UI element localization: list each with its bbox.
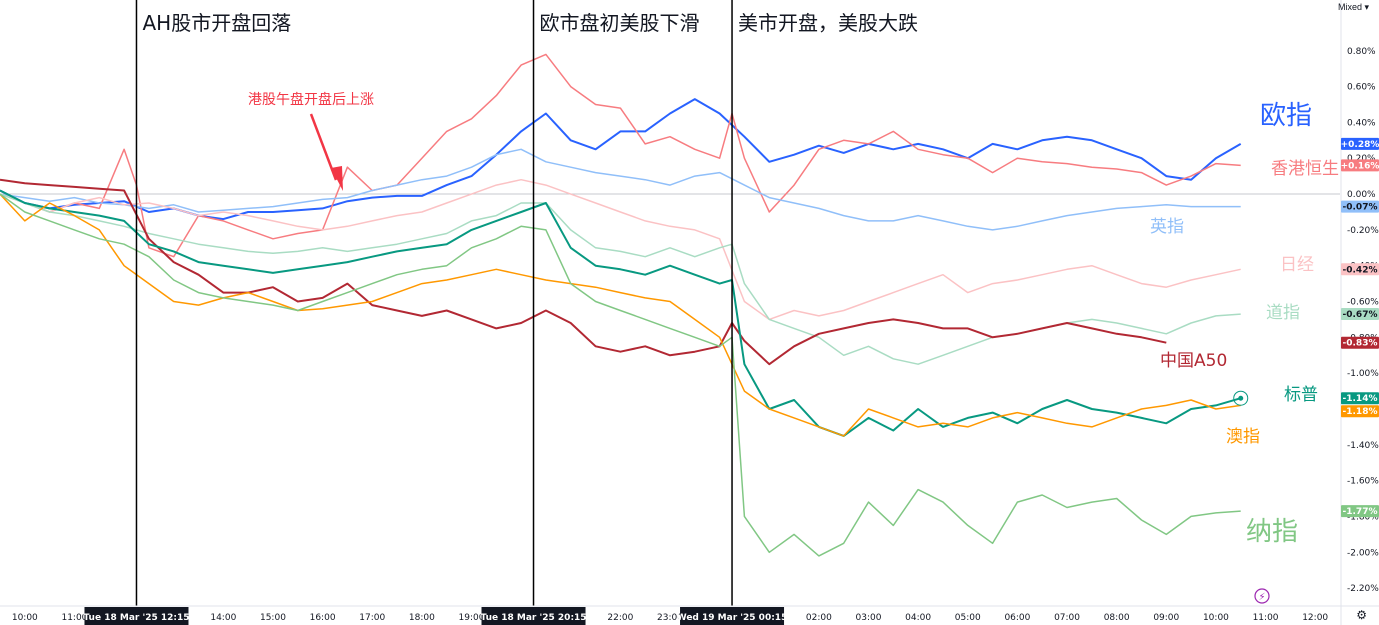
x-tick-label: 08:00 (1104, 613, 1130, 623)
x-tick-label: 06:00 (1004, 613, 1030, 623)
series-line-1 (0, 53, 1241, 258)
crosshair-dot-icon (1238, 395, 1244, 401)
series-line-2 (0, 148, 1241, 231)
last-value-badge (1341, 336, 1379, 349)
time-highlight-label-0: Tue 18 Mar '25 12:15 (83, 613, 189, 623)
last-value-badge (1341, 137, 1379, 150)
last-value-badge (1341, 308, 1379, 321)
y-tick-label: -2.00% (1347, 548, 1379, 558)
x-tick-label: 05:00 (955, 613, 981, 623)
y-tick-label: 0.40% (1347, 118, 1376, 128)
series-layer (0, 53, 1242, 557)
x-tick-label: 04:00 (905, 613, 931, 623)
time-highlight-label-2: Wed 19 Mar '25 00:15 (677, 613, 788, 623)
series-line-7 (0, 193, 1241, 437)
x-tick-label: 11:00 (61, 613, 87, 623)
series-line-6 (0, 189, 1241, 437)
annotation-text: 港股午盘开盘后上涨 (248, 91, 374, 108)
y-tick-label: 0.00% (1347, 190, 1376, 200)
last-value-badge-label-0: +0.28% (1341, 140, 1379, 150)
series-line-3 (0, 178, 1241, 321)
x-tick-label: 23:00 (657, 613, 683, 623)
x-tick-label: 11:00 (1253, 613, 1279, 623)
series-name-label-4: 道指 (1266, 303, 1300, 323)
last-value-badge (1341, 263, 1379, 276)
x-tick-label: 07:00 (1054, 613, 1080, 623)
y-tick-label: -1.80% (1347, 512, 1379, 522)
x-tick-label: 14:00 (210, 613, 236, 623)
series-name-label-2: 英指 (1150, 217, 1184, 237)
section-label-0: AH股市开盘回落 (142, 11, 291, 35)
lightning-glyph-icon: ⚡ (1258, 592, 1265, 603)
x-tick-label: 17:00 (359, 613, 385, 623)
last-value-badge-label-1: +0.16% (1341, 161, 1379, 171)
series-line-0 (0, 98, 1242, 221)
last-value-badge-label-6: -1.14% (1343, 394, 1378, 404)
y-tick-label: -2.20% (1347, 584, 1379, 594)
section-label-2: 美市开盘，美股大跌 (738, 11, 918, 35)
series-name-label-3: 日经 (1280, 255, 1314, 275)
series-name-label-5: 中国A50 (1160, 351, 1227, 371)
time-highlight-badge[interactable] (680, 607, 785, 625)
series-line-4 (0, 193, 1241, 365)
gear-icon[interactable]: ⚙ (1356, 608, 1367, 622)
x-tick-label: 09:00 (1153, 613, 1179, 623)
series-name-label-1: 香港恒生 (1271, 159, 1339, 179)
y-tick-label: 0.20% (1347, 154, 1376, 164)
x-tick-label: 22:00 (607, 613, 633, 623)
annotation-arrowhead-icon (331, 166, 343, 191)
time-highlight-badge[interactable] (84, 607, 189, 625)
y-tick-label: -0.20% (1347, 226, 1379, 236)
series-name-label-7: 澳指 (1226, 427, 1260, 447)
last-value-badge-label-3: -0.42% (1343, 265, 1378, 275)
x-tick-label: 10:00 (12, 613, 38, 623)
series-name-label-8: 纳指 (1246, 517, 1298, 547)
last-value-badge (1341, 405, 1379, 418)
last-value-badge-label-7: -1.18% (1343, 407, 1378, 417)
last-value-badge (1341, 505, 1379, 518)
x-tick-label: 18:00 (409, 613, 435, 623)
scale-mode-label: Mixed (1337, 2, 1362, 12)
x-tick-label: 19:00 (459, 613, 485, 623)
annotation-layer: 港股午盘开盘后上涨 (248, 91, 374, 191)
series-name-label-0: 欧指 (1260, 101, 1312, 131)
section-label-1: 欧市盘初美股下滑 (540, 11, 700, 35)
x-tick-label: 15:00 (260, 613, 286, 623)
last-value-badge-label-5: -0.83% (1343, 339, 1378, 349)
last-value-badge (1341, 159, 1379, 172)
series-name-label-6: 标普 (1284, 385, 1318, 405)
y-tick-label: -1.40% (1347, 441, 1379, 451)
x-tick-label: 03:00 (856, 613, 882, 623)
scale-mode-dropdown[interactable]: Mixed ▾ (1337, 2, 1369, 12)
x-tick-label: 16:00 (310, 613, 336, 623)
last-value-badge (1341, 200, 1379, 213)
y-tick-label: -1.00% (1347, 369, 1379, 379)
series-line-8 (0, 193, 1241, 557)
time-highlight-label-1: Tue 18 Mar '25 20:15 (480, 613, 586, 623)
last-value-badge-label-2: -0.07% (1343, 203, 1378, 213)
y-tick-label: 0.80% (1347, 47, 1376, 57)
x-tick-label: 02:00 (806, 613, 832, 623)
crosshair-marker-icon[interactable] (1233, 390, 1249, 406)
time-highlight-badge[interactable] (481, 607, 586, 625)
last-value-badge-label-8: -1.77% (1343, 507, 1378, 517)
y-tick-label: -0.60% (1347, 298, 1379, 308)
last-value-badge (1341, 392, 1379, 405)
x-tick-label: 12:00 (1302, 613, 1328, 623)
section-layer: AH股市开盘回落 欧市盘初美股下滑 美市开盘，美股大跌 (135, 0, 918, 606)
last-value-badge-label-4: -0.67% (1343, 310, 1378, 320)
lightning-icon[interactable] (1254, 588, 1270, 604)
x-tick-label: 10:00 (1203, 613, 1229, 623)
y-tick-label: -1.60% (1347, 477, 1379, 487)
y-tick-label: 0.60% (1347, 83, 1376, 93)
series-line-5 (0, 178, 1167, 366)
